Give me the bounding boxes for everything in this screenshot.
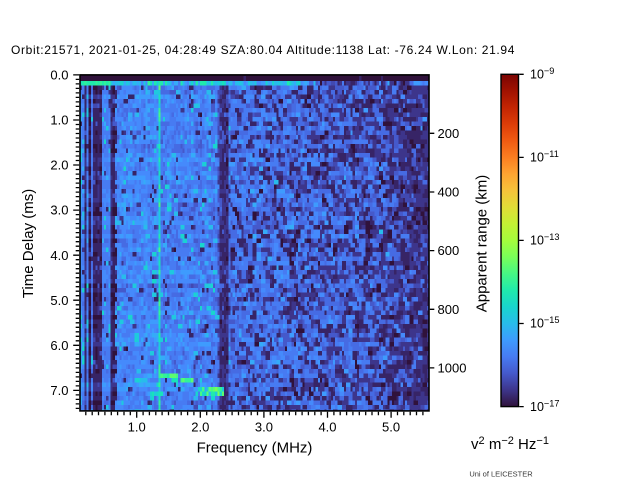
svg-text:Orbit:21571, 2021-01-25, 04:28: Orbit:21571, 2021-01-25, 04:28:49 SZA:80… (11, 43, 515, 57)
svg-text:Time Delay (ms): Time Delay (ms) (20, 189, 37, 298)
svg-text:600: 600 (438, 243, 460, 258)
svg-text:1.0: 1.0 (50, 113, 68, 128)
svg-text:5.0: 5.0 (50, 293, 68, 308)
svg-text:5.0: 5.0 (382, 420, 400, 435)
svg-text:Frequency (MHz): Frequency (MHz) (197, 440, 313, 457)
svg-text:800: 800 (438, 302, 460, 317)
svg-text:7.0: 7.0 (50, 383, 68, 398)
svg-text:1000: 1000 (438, 361, 467, 376)
svg-text:200: 200 (438, 126, 460, 141)
svg-text:Uni of LEICESTER: Uni of LEICESTER (469, 470, 533, 479)
svg-text:1.0: 1.0 (128, 420, 146, 435)
svg-text:Apparent range (km): Apparent range (km) (474, 175, 491, 313)
svg-text:3.0: 3.0 (50, 203, 68, 218)
svg-text:2.0: 2.0 (191, 420, 209, 435)
svg-text:4.0: 4.0 (50, 248, 68, 263)
svg-text:4.0: 4.0 (318, 420, 336, 435)
svg-text:6.0: 6.0 (50, 338, 68, 353)
svg-text:0.0: 0.0 (50, 68, 68, 83)
svg-text:3.0: 3.0 (255, 420, 273, 435)
svg-text:v2 m−2 Hz−1: v2 m−2 Hz−1 (471, 435, 549, 453)
svg-text:2.0: 2.0 (50, 158, 68, 173)
svg-text:400: 400 (438, 185, 460, 200)
